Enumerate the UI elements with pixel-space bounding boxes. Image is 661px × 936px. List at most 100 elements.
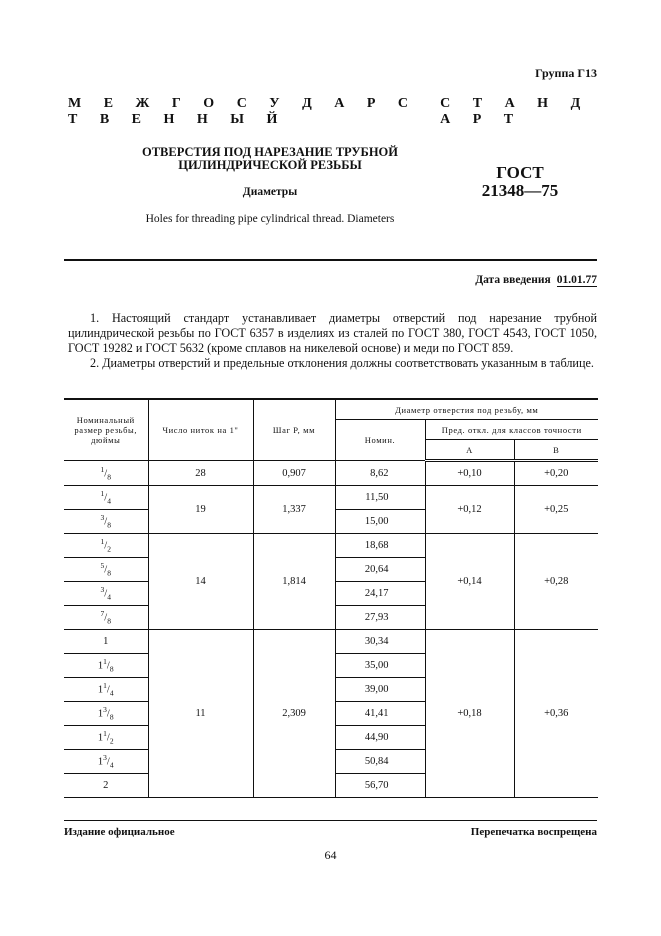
- header-diameter: Диаметр отверстия под резьбу, мм: [334, 398, 598, 420]
- threads-per-inch: 14: [147, 533, 254, 630]
- nominal-diameter: 8,62: [334, 460, 426, 486]
- thread-size: 3/8: [64, 509, 149, 534]
- page-number: 64: [324, 848, 337, 862]
- size-denominator: 2: [107, 544, 111, 554]
- nominal-diameter: 15,00: [334, 509, 426, 534]
- size-numerator: 7: [100, 609, 105, 619]
- size-numerator: 1: [103, 681, 107, 691]
- table-row: 1 11 2,309 30,34 +0,18 +0,36: [64, 629, 598, 798]
- tolerance-class-b: +0,28: [513, 533, 598, 630]
- date-label: Дата введения: [475, 274, 551, 286]
- nominal-diameter: 39,00: [334, 677, 426, 702]
- standard-heading: М Е Ж Г О С У Д А Р С Т В Е Н Н Ы Й С Т …: [68, 96, 597, 128]
- tolerance-class-b: +0,36: [513, 629, 598, 798]
- thread-size: 13/8: [64, 701, 149, 726]
- table-body: 1/8 28 0,907 8,62 +0,10 +0,20 1/4 19 1,337 11,50 +…: [64, 460, 598, 798]
- nominal-diameter: 30,34: [334, 629, 426, 654]
- size-denominator: 8: [107, 568, 111, 578]
- nominal-diameter: 24,17: [334, 581, 426, 606]
- thread-size: 7/8: [64, 605, 149, 630]
- size-denominator: 4: [107, 592, 111, 602]
- header-class-a: A: [425, 439, 515, 462]
- table-row: 11/2 44,90: [64, 725, 598, 750]
- size-numerator: 3: [100, 585, 105, 595]
- table-row: 7/8 27,93: [64, 605, 598, 630]
- size-whole: 1: [103, 636, 109, 647]
- nominal-diameter: 18,68: [334, 533, 426, 558]
- size-denominator: 4: [107, 496, 111, 506]
- title-line-1: ОТВЕРСТИЯ ПОД НАРЕЗАНИЕ ТРУБНОЙ: [142, 145, 398, 159]
- size-denominator: 8: [107, 616, 111, 626]
- header-threads: Число ниток на 1": [147, 398, 254, 461]
- footer-divider: [64, 820, 597, 821]
- tolerance-class-a: +0,10: [424, 460, 515, 486]
- size-numerator: 1: [100, 464, 105, 474]
- size-denominator: 8: [109, 664, 114, 674]
- size-denominator: 8: [107, 520, 111, 530]
- size-whole: 1: [97, 684, 104, 696]
- size-numerator: 1: [103, 657, 107, 667]
- table-row: 5/8 20,64: [64, 557, 598, 582]
- nominal-diameter: 20,64: [334, 557, 426, 582]
- thread-size: 1/8: [64, 460, 149, 486]
- header-size: Номинальный размер резьбы, дюймы: [64, 398, 149, 461]
- tolerance-class-b: +0,25: [513, 485, 598, 534]
- body-text: 1. Настоящий стандарт устанавливает диам…: [68, 311, 597, 371]
- thread-size: 1: [64, 629, 149, 654]
- size-numerator: 1: [103, 729, 107, 739]
- thread-size: 13/4: [64, 749, 149, 774]
- size-numerator: 3: [100, 513, 105, 523]
- table-row: 1/2 14 1,814 18,68 +0,14 +0,28: [64, 533, 598, 630]
- pitch: 1,814: [252, 533, 336, 630]
- size-whole: 1: [97, 660, 104, 672]
- document-title: ОТВЕРСТИЯ ПОД НАРЕЗАНИЕ ТРУБНОЙ ЦИЛИНДРИ…: [120, 146, 420, 172]
- header-nominal: Номин.: [335, 419, 426, 461]
- tolerance-class-a: +0,14: [424, 533, 515, 630]
- thread-size: 11/4: [64, 677, 149, 702]
- footer-reprint: Перепечатка воспрещена: [470, 826, 597, 838]
- paragraph-2: 2. Диаметры отверстий и предельные откло…: [90, 356, 594, 370]
- table-row: 1/4 19 1,337 11,50 +0,12 +0,25: [64, 485, 598, 534]
- nominal-diameter: 44,90: [334, 725, 426, 750]
- table-row: 1/8 28 0,907 8,62 +0,10 +0,20: [64, 460, 598, 486]
- size-whole: 1: [97, 708, 104, 720]
- header-tolerance: Пред. откл. для классов точности: [424, 419, 598, 440]
- pitch: 2,309: [252, 629, 336, 798]
- table-row: 3/8 15,00: [64, 509, 598, 534]
- diameters-table: Номинальный размер резьбы, дюймы Число н…: [64, 398, 598, 798]
- nominal-diameter: 56,70: [334, 773, 426, 798]
- standard-word-1: М Е Ж Г О С У Д А Р С Т В Е Н Н Ы Й: [68, 96, 418, 127]
- pitch: 1,337: [252, 485, 336, 534]
- size-whole: 2: [103, 780, 109, 791]
- table-row: 13/4 50,84: [64, 749, 598, 774]
- threads-per-inch: 28: [147, 460, 254, 486]
- date-value: 01.01.77: [556, 274, 597, 287]
- group-code: Группа Г13: [535, 66, 597, 80]
- threads-per-inch: 11: [147, 629, 254, 798]
- table-row: 2 56,70: [64, 773, 598, 798]
- nominal-diameter: 35,00: [334, 653, 426, 678]
- tolerance-class-a: +0,12: [424, 485, 515, 534]
- thread-size: 5/8: [64, 557, 149, 582]
- divider: [64, 259, 597, 261]
- size-denominator: 2: [109, 736, 114, 746]
- nominal-diameter: 50,84: [334, 749, 426, 774]
- tolerance-class-a: +0,18: [424, 629, 515, 798]
- paragraph-1: 1. Настоящий стандарт устанавливает диам…: [68, 311, 597, 355]
- size-denominator: 8: [109, 712, 114, 722]
- thread-size: 3/4: [64, 581, 149, 606]
- header-pitch: Шаг P, мм: [252, 398, 336, 461]
- threads-per-inch: 19: [147, 485, 254, 534]
- subtitle: Диаметры: [242, 186, 298, 198]
- size-numerator: 3: [103, 705, 107, 715]
- size-denominator: 8: [107, 472, 111, 482]
- header-class-b: B: [513, 439, 598, 462]
- thread-size: 2: [64, 773, 149, 798]
- size-numerator: 1: [100, 537, 105, 547]
- thread-size: 11/2: [64, 725, 149, 750]
- english-title: Holes for threading pipe cylindrical thr…: [145, 213, 395, 225]
- size-numerator: 3: [103, 753, 107, 763]
- nominal-diameter: 27,93: [334, 605, 426, 630]
- nominal-diameter: 11,50: [334, 485, 426, 510]
